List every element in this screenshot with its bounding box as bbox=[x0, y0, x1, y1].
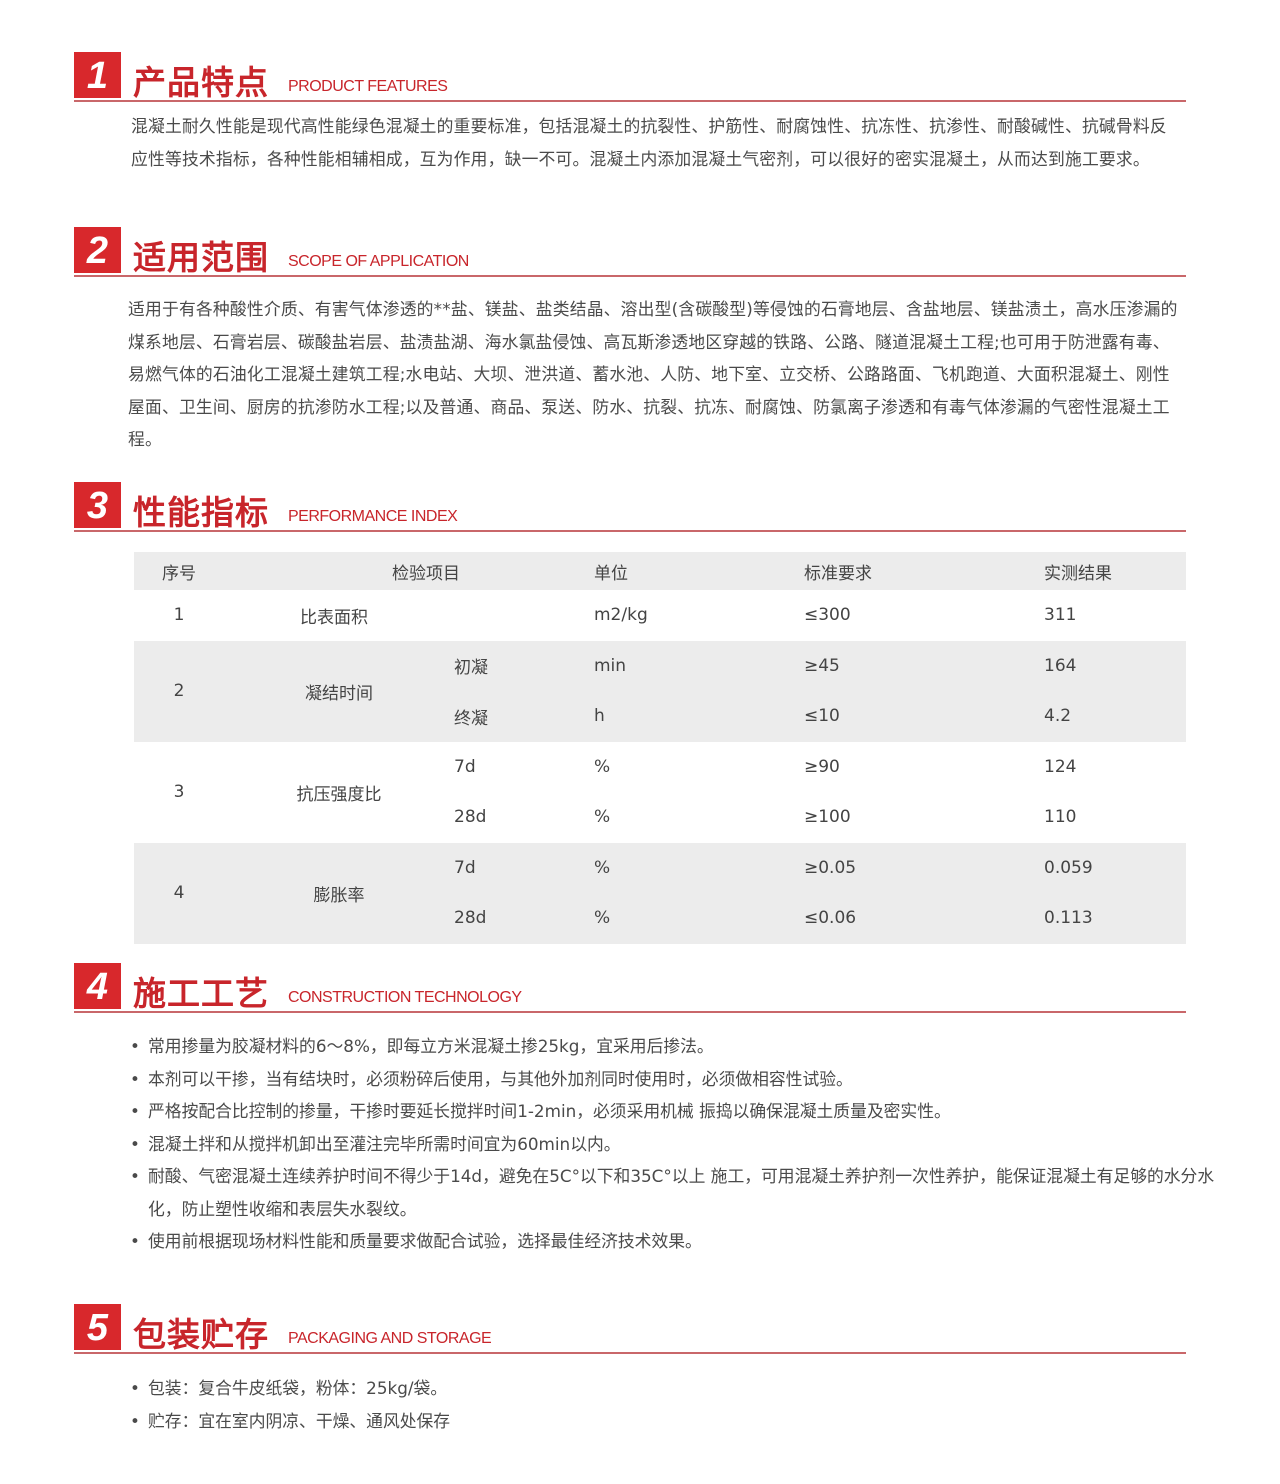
section-header-3: 3 性能指标 PERFORMANCE INDEX bbox=[74, 482, 1186, 532]
cell-subitem: 终凝 bbox=[454, 691, 594, 742]
table-header-row: 序号 检验项目 单位 标准要求 实测结果 bbox=[134, 552, 1186, 590]
header-cell: 实测结果 bbox=[1044, 552, 1186, 590]
list-item: 贮存：宜在室内阴凉、干燥、通风处保存 bbox=[130, 1405, 1220, 1438]
cell-subitem: 28d bbox=[454, 807, 487, 828]
cell-standard: ≥100 bbox=[804, 807, 851, 828]
section-subtitle: PRODUCT FEATURES bbox=[288, 78, 448, 95]
cell-unit: m2/kg bbox=[594, 605, 648, 626]
section-subtitle: PACKAGING AND STORAGE bbox=[288, 1330, 492, 1347]
table-row: 2 凝结时间 初凝 min ≥45 164 bbox=[134, 640, 1186, 742]
cell-result: 311 bbox=[1044, 605, 1077, 626]
section-header-1: 1 产品特点 PRODUCT FEATURES bbox=[74, 52, 1186, 102]
table-row: 3 抗压强度比 7d % ≥90 124 bbox=[134, 742, 1186, 805]
cell-standard: ≥0.05 bbox=[804, 842, 1044, 893]
header-cell: 标准要求 bbox=[804, 552, 1044, 590]
cell-unit: % bbox=[594, 893, 804, 944]
packaging-list: 包装：复合牛皮纸袋，粉体：25kg/袋。 贮存：宜在室内阴凉、干燥、通风处保存 bbox=[130, 1372, 1220, 1437]
header-cell: 检验项目 bbox=[224, 552, 594, 590]
table-row: 28d % ≤0.06 0.113 bbox=[134, 893, 1186, 944]
table-row: 28d % ≥100 110 bbox=[134, 792, 1186, 843]
cell-standard: ≤10 bbox=[804, 691, 1044, 742]
scope-text: 适用于有各种酸性介质、有害气体渗透的**盐、镁盐、盐类结晶、溶出型(含碳酸型)等… bbox=[128, 299, 1178, 449]
list-item: 本剂可以干掺，当有结块时，必须粉碎后使用，与其他外加剂同时使用时，必须做相容性试… bbox=[130, 1063, 1220, 1096]
cell-unit: % bbox=[594, 756, 611, 777]
cell-item: 比表面积 bbox=[300, 607, 368, 628]
section-title: 适用范围 bbox=[133, 238, 269, 277]
cell-result: 0.059 bbox=[1044, 842, 1186, 893]
section-number: 1 bbox=[74, 52, 121, 98]
cell-result: 4.2 bbox=[1044, 691, 1186, 742]
section-header-5: 5 包装贮存 PACKAGING AND STORAGE bbox=[74, 1304, 1186, 1354]
cell-result: 164 bbox=[1044, 640, 1186, 691]
section-header-4: 4 施工工艺 CONSTRUCTION TECHNOLOGY bbox=[74, 963, 1186, 1013]
cell-seq: 1 bbox=[173, 605, 185, 626]
cell-subitem: 初凝 bbox=[454, 640, 594, 691]
list-item: 耐酸、气密混凝土连续养护时间不得少于14d，避免在5C°以下和35C°以上 施工… bbox=[130, 1160, 1220, 1225]
construction-list: 常用掺量为胶凝材料的6～8%，即每立方米混凝土掺25kg，宜采用后掺法。 本剂可… bbox=[130, 1030, 1220, 1258]
section-title: 性能指标 bbox=[133, 493, 269, 532]
cell-item: 膨胀率 bbox=[224, 842, 454, 944]
performance-table: 序号 检验项目 单位 标准要求 实测结果 1 比表面积 m2/kg ≤300 3… bbox=[134, 552, 1186, 944]
cell-seq: 4 bbox=[134, 842, 224, 944]
cell-seq: 2 bbox=[134, 640, 224, 742]
cell-standard: ≥45 bbox=[804, 640, 1044, 691]
cell-standard: ≤0.06 bbox=[804, 893, 1044, 944]
section-subtitle: CONSTRUCTION TECHNOLOGY bbox=[288, 989, 522, 1006]
cell-unit: h bbox=[594, 691, 804, 742]
cell-seq: 3 bbox=[173, 782, 185, 802]
section-title: 产品特点 bbox=[133, 63, 269, 102]
list-item: 常用掺量为胶凝材料的6～8%，即每立方米混凝土掺25kg，宜采用后掺法。 bbox=[130, 1030, 1220, 1063]
header-cell: 单位 bbox=[594, 552, 804, 590]
cell-item: 凝结时间 bbox=[224, 640, 454, 742]
cell-result: 124 bbox=[1044, 756, 1077, 777]
section-subtitle: SCOPE OF APPLICATION bbox=[288, 253, 469, 270]
features-text: 混凝土耐久性能是现代高性能绿色混凝土的重要标准，包括混凝土的抗裂性、护筋性、耐腐… bbox=[131, 116, 1167, 169]
cell-subitem: 28d bbox=[454, 893, 594, 944]
cell-unit: % bbox=[594, 807, 611, 828]
cell-result: 110 bbox=[1044, 807, 1077, 828]
list-item: 包装：复合牛皮纸袋，粉体：25kg/袋。 bbox=[130, 1372, 1220, 1405]
section-number: 3 bbox=[74, 482, 121, 528]
section-title: 包装贮存 bbox=[133, 1315, 269, 1354]
table-row: 终凝 h ≤10 4.2 bbox=[134, 691, 1186, 742]
table-row: 4 膨胀率 7d % ≥0.05 0.059 bbox=[134, 842, 1186, 944]
cell-subitem: 7d bbox=[454, 756, 476, 777]
cell-standard: ≤300 bbox=[804, 605, 851, 626]
list-item: 严格按配合比控制的掺量，干掺时要延长搅拌时间1-2min，必须采用机械 振捣以确… bbox=[130, 1095, 1220, 1128]
section-number: 4 bbox=[74, 963, 121, 1009]
section-subtitle: PERFORMANCE INDEX bbox=[288, 508, 458, 525]
list-item: 混凝土拌和从搅拌机卸出至灌注完毕所需时间宜为60min以内。 bbox=[130, 1128, 1220, 1161]
cell-unit: min bbox=[594, 640, 804, 691]
cell-standard: ≥90 bbox=[804, 756, 840, 777]
cell-item: 抗压强度比 bbox=[296, 784, 382, 805]
section-header-2: 2 适用范围 SCOPE OF APPLICATION bbox=[74, 227, 1186, 277]
list-item: 使用前根据现场材料性能和质量要求做配合试验，选择最佳经济技术效果。 bbox=[130, 1225, 1220, 1258]
cell-unit: % bbox=[594, 842, 804, 893]
cell-result: 0.113 bbox=[1044, 893, 1186, 944]
section-number: 2 bbox=[74, 227, 121, 273]
section-number: 5 bbox=[74, 1304, 121, 1350]
header-cell: 序号 bbox=[134, 552, 224, 590]
cell-subitem: 7d bbox=[454, 842, 594, 893]
section-title: 施工工艺 bbox=[133, 974, 269, 1013]
table-row: 1 比表面积 m2/kg ≤300 311 bbox=[134, 590, 1186, 641]
